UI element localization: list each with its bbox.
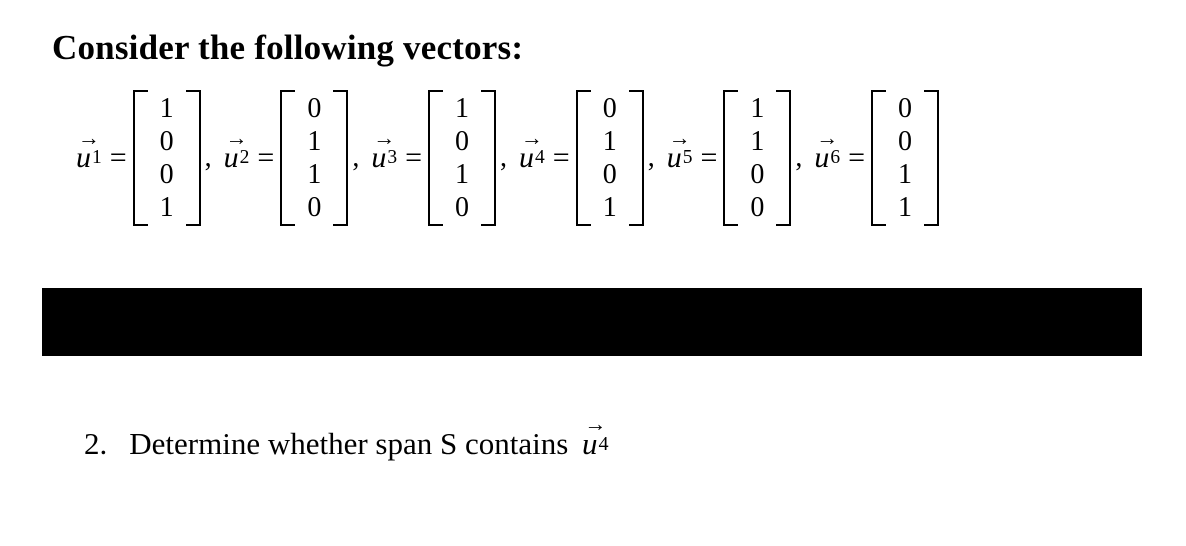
- vector-entry: 0: [303, 191, 325, 224]
- vector-subscript: 5: [683, 148, 693, 168]
- left-bracket-icon: [428, 90, 443, 226]
- vector-arrow-icon: →: [76, 127, 102, 149]
- vector-arrow-icon: →: [371, 127, 397, 149]
- vector-entry: 1: [156, 191, 178, 224]
- right-bracket-icon: [629, 90, 644, 226]
- vector-entry: 0: [303, 92, 325, 125]
- left-bracket-icon: [133, 90, 148, 226]
- vector-label-u2: →u2: [224, 143, 250, 173]
- vector-subscript: 3: [387, 148, 397, 168]
- vector-arrow-icon: →: [814, 127, 840, 149]
- question-number: 2.: [84, 426, 107, 462]
- heading: Consider the following vectors:: [52, 28, 1134, 68]
- right-bracket-icon: [924, 90, 939, 226]
- vector-entries: 1010: [443, 90, 481, 226]
- vector-entries: 1001: [148, 90, 186, 226]
- right-bracket-icon: [481, 90, 496, 226]
- vector-arrow-icon: →: [224, 127, 250, 149]
- separator-comma: ,: [352, 144, 359, 172]
- vector-entry: 1: [303, 158, 325, 191]
- vector-entry: 1: [156, 92, 178, 125]
- vector-entries: 0101: [591, 90, 629, 226]
- redaction-bar: [42, 288, 1142, 356]
- separator-comma: ,: [795, 144, 802, 172]
- vector-entry: 1: [599, 125, 621, 158]
- vector-entry: 0: [894, 125, 916, 158]
- separator-comma: ,: [648, 144, 655, 172]
- vectors-row: →u1=1001,→u2=0110,→u3=1010,→u4=0101,→u5=…: [52, 90, 1134, 226]
- vector-entry: 1: [746, 125, 768, 158]
- separator-comma: ,: [205, 144, 212, 172]
- equals-sign: =: [553, 143, 570, 173]
- vector-label-u4: →u4: [519, 143, 545, 173]
- vector-entry: 1: [894, 158, 916, 191]
- vector-entry: 0: [746, 158, 768, 191]
- vector-entry: 1: [451, 158, 473, 191]
- vector-arrow-icon: →: [519, 127, 545, 149]
- vector-entry: 1: [451, 92, 473, 125]
- vector-subscript: 6: [830, 148, 840, 168]
- column-vector-u6: 0011: [871, 90, 939, 226]
- vector-arrow-icon: →: [582, 411, 609, 437]
- question-prefix: Determine whether span S contains: [129, 426, 576, 461]
- vector-arrow-icon: →: [667, 127, 693, 149]
- vector-entries: 0110: [295, 90, 333, 226]
- vector-entry: 0: [156, 125, 178, 158]
- equals-sign: =: [700, 143, 717, 173]
- vector-entries: 0011: [886, 90, 924, 226]
- column-vector-u1: 1001: [133, 90, 201, 226]
- vector-entry: 0: [156, 158, 178, 191]
- vector-entry: 0: [746, 191, 768, 224]
- equals-sign: =: [110, 143, 127, 173]
- vector-entry: 0: [894, 92, 916, 125]
- column-vector-u4: 0101: [576, 90, 644, 226]
- question-vector: → u4: [582, 426, 609, 462]
- right-bracket-icon: [333, 90, 348, 226]
- vector-entry: 1: [746, 92, 768, 125]
- vector-label-u1: →u1: [76, 143, 102, 173]
- vector-entry: 1: [599, 191, 621, 224]
- vector-label-u5: →u5: [667, 143, 693, 173]
- question-2: 2. Determine whether span S contains → u…: [84, 426, 609, 462]
- question-text: Determine whether span S contains → u4: [129, 426, 608, 462]
- equals-sign: =: [257, 143, 274, 173]
- separator-comma: ,: [500, 144, 507, 172]
- right-bracket-icon: [776, 90, 791, 226]
- vector-entry: 0: [599, 92, 621, 125]
- left-bracket-icon: [723, 90, 738, 226]
- vector-label-u6: →u6: [814, 143, 840, 173]
- vector-entry: 1: [894, 191, 916, 224]
- column-vector-u5: 1100: [723, 90, 791, 226]
- vector-subscript: 1: [92, 148, 102, 168]
- left-bracket-icon: [576, 90, 591, 226]
- vector-entry: 0: [451, 125, 473, 158]
- vector-entries: 1100: [738, 90, 776, 226]
- vector-subscript: 2: [240, 148, 250, 168]
- left-bracket-icon: [871, 90, 886, 226]
- column-vector-u2: 0110: [280, 90, 348, 226]
- equals-sign: =: [848, 143, 865, 173]
- equals-sign: =: [405, 143, 422, 173]
- vector-entry: 0: [451, 191, 473, 224]
- vector-entry: 0: [599, 158, 621, 191]
- left-bracket-icon: [280, 90, 295, 226]
- vector-label-u3: →u3: [371, 143, 397, 173]
- column-vector-u3: 1010: [428, 90, 496, 226]
- vector-subscript: 4: [535, 148, 545, 168]
- page: Consider the following vectors: →u1=1001…: [0, 0, 1186, 546]
- right-bracket-icon: [186, 90, 201, 226]
- vector-entry: 1: [303, 125, 325, 158]
